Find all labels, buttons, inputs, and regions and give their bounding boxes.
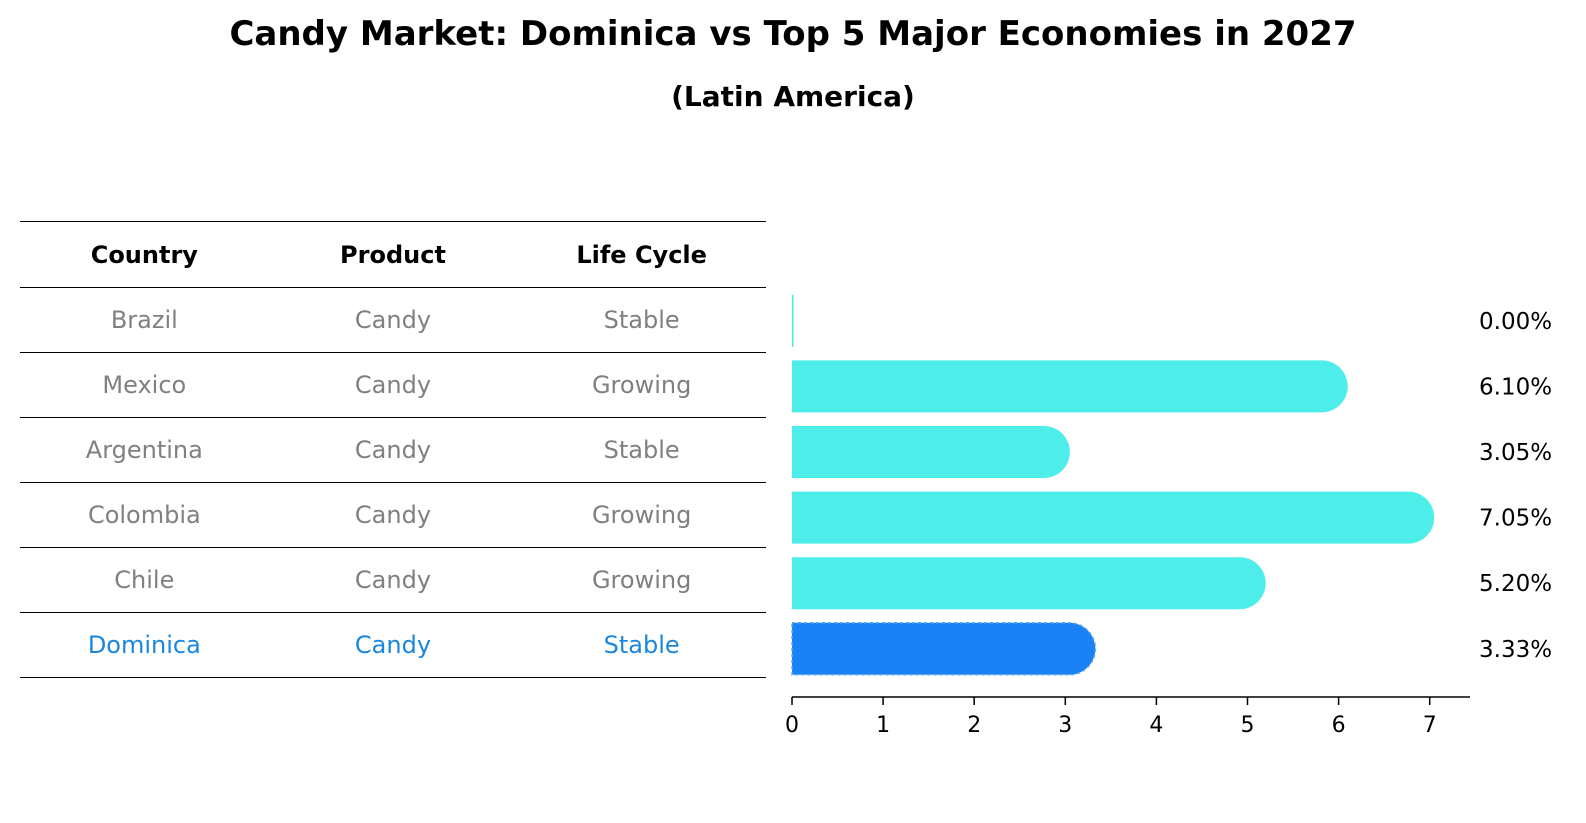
header-country: Country <box>90 240 198 269</box>
header-product: Product <box>340 240 446 269</box>
bar-colombia <box>792 491 1435 544</box>
bar-argentina <box>792 426 1070 478</box>
value-label: 3.33% <box>1479 637 1552 663</box>
country-table: Country Product Life Cycle Brazil Candy … <box>20 221 766 678</box>
cell-life-cycle: Stable <box>603 436 680 464</box>
value-label: 3.05% <box>1479 440 1552 466</box>
x-tick-label: 2 <box>967 713 981 738</box>
cell-country: Brazil <box>110 306 178 334</box>
x-tick-label: 7 <box>1423 713 1437 738</box>
table-row: Chile Candy Growing <box>20 548 766 613</box>
chart-title: Candy Market: Dominica vs Top 5 Major Ec… <box>229 14 1357 54</box>
value-label: 0.00% <box>1479 309 1552 335</box>
x-tick-label: 4 <box>1149 713 1163 738</box>
table-header-row: Country Product Life Cycle <box>20 221 766 288</box>
chart-subtitle: (Latin America) <box>671 80 915 113</box>
cell-product: Candy <box>354 436 432 464</box>
cell-life-cycle: Growing <box>591 371 692 399</box>
table-row: Mexico Candy Growing <box>20 353 766 418</box>
x-tick-label: 0 <box>785 713 799 738</box>
cell-country: Chile <box>114 566 175 594</box>
cell-product: Candy <box>354 306 432 334</box>
cell-country: Dominica <box>87 631 201 659</box>
cell-product: Candy <box>354 566 432 594</box>
cell-life-cycle: Stable <box>603 306 680 334</box>
value-label: 5.20% <box>1479 571 1552 597</box>
x-tick-label: 3 <box>1058 713 1072 738</box>
table-row: Argentina Candy Stable <box>20 418 766 483</box>
cell-life-cycle: Growing <box>591 501 692 529</box>
bar-dominica <box>791 622 1097 676</box>
table-row-highlighted: Dominica Candy Stable <box>20 613 766 678</box>
cell-country: Argentina <box>85 436 203 464</box>
bar-brazil <box>792 294 794 347</box>
cell-product: Candy <box>354 501 432 529</box>
bar-chile <box>792 557 1266 610</box>
cell-country: Mexico <box>102 371 187 399</box>
x-tick-label: 6 <box>1332 713 1346 738</box>
cell-product: Candy <box>354 631 432 659</box>
value-label: 6.10% <box>1479 374 1552 400</box>
cell-product: Candy <box>354 371 432 399</box>
x-tick-label: 5 <box>1241 713 1255 738</box>
bar-mexico <box>792 360 1348 413</box>
x-tick-label: 1 <box>876 713 890 738</box>
value-label: 7.05% <box>1479 506 1552 532</box>
cell-life-cycle: Growing <box>591 566 692 594</box>
cell-life-cycle: Stable <box>603 631 680 659</box>
cell-country: Colombia <box>87 501 201 529</box>
table-row: Colombia Candy Growing <box>20 483 766 548</box>
table-row: Brazil Candy Stable <box>20 288 766 353</box>
header-life-cycle: Life Cycle <box>576 240 707 269</box>
